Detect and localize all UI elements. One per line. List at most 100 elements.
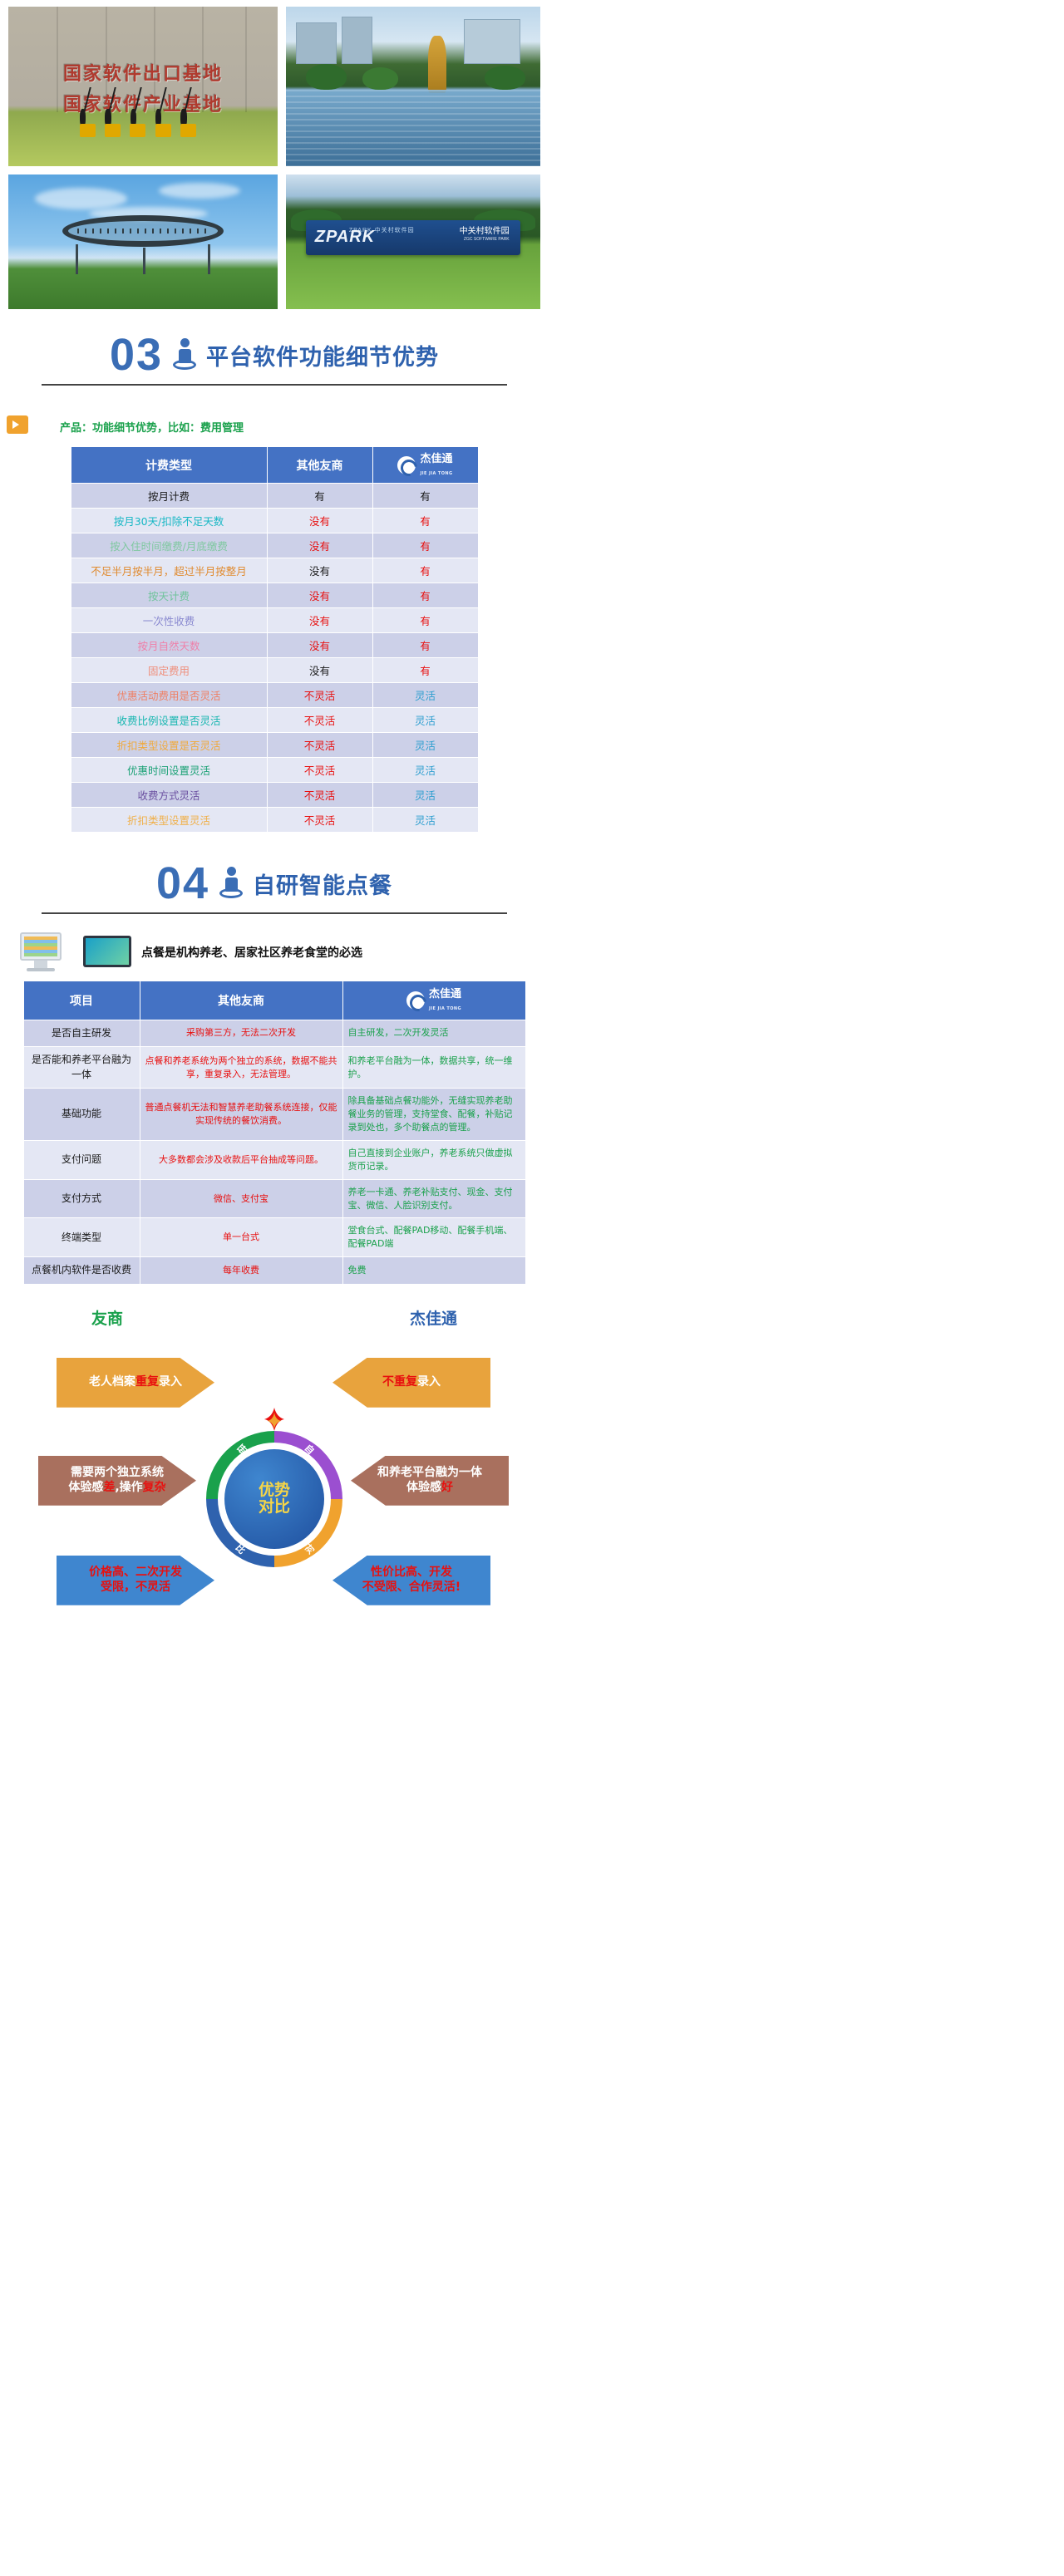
th-other-vendors: 其他友商	[266, 445, 373, 484]
cell-billing-type: 固定费用	[70, 657, 268, 684]
photo-campus-reflection-pool	[284, 5, 542, 168]
section-03-header: 03 平台软件功能细节优势	[42, 332, 507, 382]
table-row: 基础功能 普通点餐机无法和智慧养老助餐系统连接，仅能实现传统的餐饮消费。 除具备基础…	[22, 1087, 526, 1141]
cell-other-vendor: 没有	[266, 508, 373, 534]
table-header-row: 项目 其他友商 杰佳通 JIE JIA TONG	[22, 981, 526, 1020]
jiejiatong-logo-icon	[397, 455, 416, 474]
right-chevron-1: 不重复录入	[332, 1357, 490, 1408]
cell-jiejiatong: 灵活	[372, 782, 479, 809]
cell-jiejiatong: 和养老平台融为一体，数据共享，统一维护。	[342, 1046, 526, 1089]
cell-item: 支付问题	[22, 1139, 140, 1180]
table-row: 支付问题 大多数都会涉及收款后平台抽成等问题。 自己直接到企业账户，养老系统只做虚拟…	[22, 1139, 526, 1180]
section-04-lead: 点餐是机构养老、居家社区养老食堂的必选	[141, 946, 362, 961]
table-row: 优惠活动费用是否灵活 不灵活 灵活	[70, 682, 479, 709]
cell-jiejiatong: 有	[372, 607, 479, 634]
cell-other-vendor: 每年收费	[139, 1256, 343, 1285]
phoenix-bird-icon	[264, 1407, 284, 1431]
cell-other-vendor: 没有	[266, 583, 373, 609]
cell-other-vendor: 不灵活	[266, 682, 373, 709]
zpark-sign-board: ZPARK 中关村软件园 ZPARK 中关村软件园 ZGC SOFTWARE P…	[306, 220, 520, 256]
table-row: 终端类型 单一台式 堂食台式、配餐PAD移动、配餐手机端、配餐PAD端	[22, 1217, 526, 1258]
right-chevron-2: 和养老平台融为一体 体验感好	[351, 1455, 509, 1506]
section-04-title: 自研智能点餐	[253, 873, 393, 899]
cell-other-vendor: 微信、支付宝	[139, 1178, 343, 1219]
table-header-row: 计费类型 其他友商 杰佳通 JIE JIA TONG	[70, 445, 479, 484]
th-billing-type: 计费类型	[70, 445, 268, 484]
left-chevron-1: 老人档案重复录入	[57, 1357, 214, 1408]
table-row: 固定费用 没有有	[70, 657, 479, 684]
brand-name-cn: 杰佳通	[420, 453, 453, 465]
cell-jiejiatong: 灵活	[372, 757, 479, 784]
hub-center-line2: 对比	[258, 1497, 290, 1516]
th-other-vendors: 其他友商	[139, 981, 343, 1020]
cell-item: 是否能和养老平台融为一体	[22, 1046, 140, 1089]
left-chevron-2: 需要两个独立系统 体验感差,操作复杂	[38, 1455, 196, 1506]
cell-billing-type: 优惠活动费用是否灵活	[70, 682, 268, 709]
table-row: 按月30天/扣除不足天数 没有有	[70, 508, 479, 534]
cell-billing-type: 折扣类型设置灵活	[70, 807, 268, 833]
advantage-comparison-diagram: 友商 杰佳通 老人档案重复录入 需要两个独立系统 体验感差,操作复杂 价格高、二次…	[0, 1306, 549, 1697]
cell-jiejiatong: 灵活	[372, 807, 479, 833]
photo-dome-canopy	[7, 173, 279, 311]
cell-other-vendor: 单一台式	[139, 1217, 343, 1258]
cell-other-vendor: 不灵活	[266, 757, 373, 784]
table-row: 优惠时间设置灵活 不灵活 灵活	[70, 757, 479, 784]
person-pin-icon	[219, 865, 244, 902]
cell-item: 支付方式	[22, 1178, 140, 1219]
cell-billing-type: 折扣类型设置是否灵活	[70, 732, 268, 759]
cell-other-vendor: 不灵活	[266, 807, 373, 833]
diagram-hub: 研 自 比 对 优势 对比	[206, 1407, 342, 1567]
th-item: 项目	[22, 981, 140, 1020]
section-03-number: 03	[109, 330, 164, 380]
table-row: 折扣类型设置是否灵活 不灵活 灵活	[70, 732, 479, 759]
kiosk-terminal-icon	[20, 932, 75, 972]
brand-name-cn: 杰佳通	[428, 988, 461, 1001]
section-04-number: 04	[155, 858, 210, 909]
section-04-header: 04 自研智能点餐	[42, 861, 507, 911]
section-04-lead-row: 点餐是机构养老、居家社区养老食堂的必选	[20, 932, 549, 972]
cell-billing-type: 不足半月按半月，超过半月按整月	[70, 558, 268, 584]
cell-other-vendor: 不灵活	[266, 782, 373, 809]
left-chevron-3: 价格高、二次开发 受限，不灵活	[57, 1555, 214, 1605]
billing-comparison-table: 计费类型 其他友商 杰佳通 JIE JIA TONG 按月计费有有按月30天/扣…	[70, 445, 479, 833]
section-03-title: 平台软件功能细节优势	[206, 344, 440, 371]
cell-jiejiatong: 有	[372, 657, 479, 684]
wall-text-line1: 国家软件出口基地	[62, 63, 223, 85]
table-row: 是否自主研发 采购第三方，无法二次开发 自主研发，二次开发灵活	[22, 1019, 526, 1048]
cell-jiejiatong: 有	[372, 508, 479, 534]
cell-jiejiatong: 自主研发，二次开发灵活	[342, 1019, 526, 1048]
cell-billing-type: 一次性收费	[70, 607, 268, 634]
cell-jiejiatong: 除具备基础点餐功能外，无缝实现养老助餐业务的管理，支持堂食、配餐，补贴记录到处也…	[342, 1087, 526, 1141]
cell-billing-type: 优惠时间设置灵活	[70, 757, 268, 784]
cell-billing-type: 收费方式灵活	[70, 782, 268, 809]
cell-other-vendor: 没有	[266, 558, 373, 584]
table-row: 一次性收费 没有有	[70, 607, 479, 634]
cell-billing-type: 按月30天/扣除不足天数	[70, 508, 268, 534]
table-row: 收费比例设置是否灵活 不灵活 灵活	[70, 707, 479, 734]
section-04-divider	[42, 912, 507, 915]
parked-scooters	[78, 86, 218, 138]
right-chevron-3: 性价比高、开发 不受限、合作灵活!	[332, 1555, 490, 1605]
hub-center-line1: 优势	[258, 1480, 290, 1499]
cell-billing-type: 收费比例设置是否灵活	[70, 707, 268, 734]
cell-other-vendor: 大多数都会涉及收款后平台抽成等问题。	[139, 1139, 343, 1180]
cell-jiejiatong: 堂食台式、配餐PAD移动、配餐手机端、配餐PAD端	[342, 1217, 526, 1258]
cell-jiejiatong: 有	[372, 583, 479, 609]
cell-other-vendor: 不灵活	[266, 707, 373, 734]
zpark-en-name: ZGC SOFTWARE PARK	[463, 237, 510, 243]
cell-billing-type: 按月计费	[70, 483, 268, 509]
cell-item: 点餐机内软件是否收费	[22, 1256, 140, 1285]
cell-other-vendor: 没有	[266, 607, 373, 634]
th-jiejiatong: 杰佳通 JIE JIA TONG	[372, 445, 479, 484]
person-pin-icon	[173, 337, 197, 373]
cell-jiejiatong: 灵活	[372, 682, 479, 709]
cell-jiejiatong: 有	[372, 632, 479, 659]
wall-text-line2: 国家软件产业基地	[62, 93, 223, 115]
section-03-lead: 产品：功能细节优势，比如：费用管理	[60, 422, 244, 435]
cell-item: 终端类型	[22, 1217, 140, 1258]
golden-statue	[428, 35, 446, 93]
cell-item: 是否自主研发	[22, 1019, 140, 1048]
brand-name-en: JIE JIA TONG	[428, 1006, 461, 1012]
cell-other-vendor: 有	[266, 483, 373, 509]
